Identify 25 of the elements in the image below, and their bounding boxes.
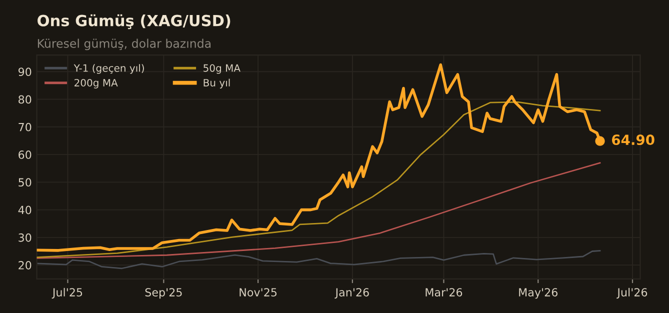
x-tick-label: Nov'25 bbox=[240, 288, 277, 297]
x-tick-label: Mar'26 bbox=[426, 288, 462, 297]
y-tick-label: 80 bbox=[18, 95, 32, 104]
x-tick-label: Jan'26 bbox=[334, 288, 369, 299]
x-tick-label: May'26 bbox=[519, 288, 558, 299]
line-series bbox=[36, 162, 601, 259]
x-tick-label: Jul'25 bbox=[52, 288, 82, 299]
legend-label: Bu yıl bbox=[204, 78, 230, 88]
x-tick-label: Jul'26 bbox=[616, 288, 648, 299]
x-tick-label: Sep'25 bbox=[145, 288, 182, 299]
y-tick-label: 40 bbox=[18, 206, 32, 214]
line-series bbox=[36, 101, 601, 258]
y-tick-label: 30 bbox=[18, 233, 32, 242]
chart-title: Ons Gümüş (XAG/USD) bbox=[38, 14, 230, 30]
line-series bbox=[36, 250, 601, 270]
y-tick-label: 70 bbox=[18, 122, 32, 132]
y-tick-label: 20 bbox=[18, 261, 32, 270]
legend-label: Y-1 (geçen yıl) bbox=[74, 64, 144, 74]
legend-label: 200g MA bbox=[74, 78, 118, 88]
chart-subtitle: Küresel gümüş, dolar bazında bbox=[38, 38, 211, 50]
y-tick-label: 50 bbox=[18, 178, 32, 187]
y-tick-label: 90 bbox=[18, 68, 32, 76]
annotation: 64.90 bbox=[612, 134, 654, 146]
y-tick-label: 60 bbox=[18, 150, 32, 159]
legend-label: 50g MA bbox=[204, 64, 240, 74]
